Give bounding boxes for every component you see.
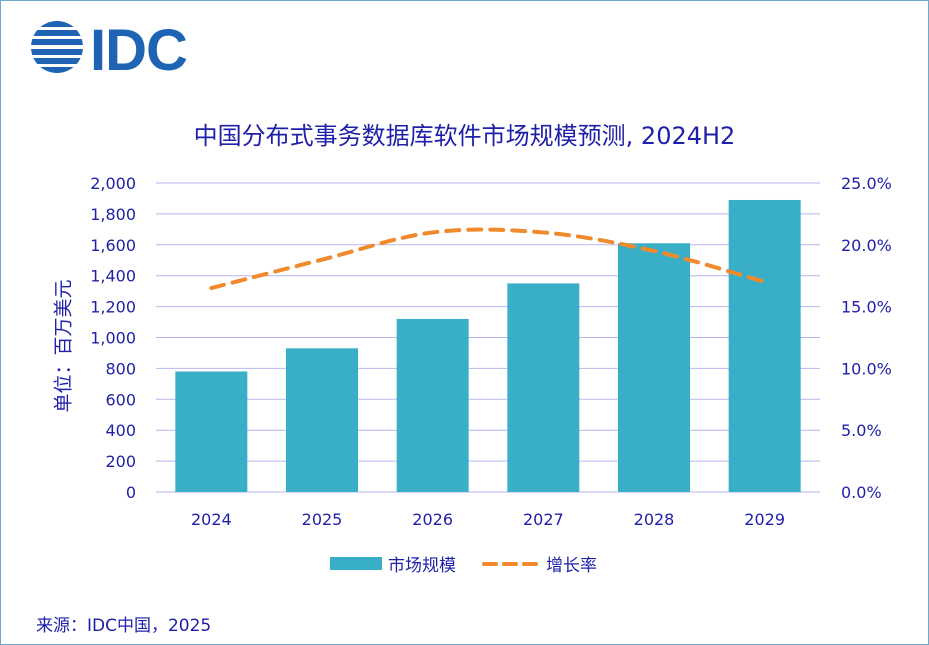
logo-text: IDC [90, 18, 187, 76]
globe-icon [31, 21, 83, 73]
x-tick-label: 2029 [744, 510, 785, 529]
chart-title: 中国分布式事务数据库软件市场规模预测, 2024H2 [193, 122, 736, 150]
bar-2029 [728, 199, 801, 492]
legend-swatch-market-size [330, 557, 382, 570]
y2-tick-label: 25.0% [841, 174, 892, 193]
y2-tick-label: 15.0% [841, 298, 892, 317]
bar-2026 [396, 318, 469, 492]
legend-swatch-growth-rate [482, 561, 538, 566]
y-tick-label: 1,600 [90, 236, 136, 255]
legend: 市场规模 增长率 [330, 551, 597, 576]
legend-label-market-size: 市场规模 [388, 556, 456, 576]
legend-label-growth-rate: 增长率 [546, 556, 597, 576]
x-tick-label: 2024 [191, 510, 232, 529]
x-tick-label: 2026 [412, 510, 453, 529]
y2-tick-label: 10.0% [841, 359, 892, 378]
y-tick-label: 600 [105, 390, 136, 409]
y-tick-label: 1,800 [90, 205, 136, 224]
y-tick-label: 800 [105, 359, 136, 378]
x-tick-label: 2028 [634, 510, 675, 529]
y-tick-label: 200 [105, 452, 136, 471]
y2-tick-label: 5.0% [841, 421, 882, 440]
source-note: 来源：IDC中国，2025 [36, 616, 212, 636]
y-tick-label: 1,400 [90, 267, 136, 286]
y2-tick-label: 20.0% [841, 236, 892, 255]
y-tick-label: 1,000 [90, 329, 136, 348]
growth-rate-line [209, 227, 767, 291]
idc-logo: IDC [30, 18, 205, 83]
x-tick-label: 2027 [523, 510, 564, 529]
y-tick-label: 0 [126, 483, 136, 502]
bar-2027 [507, 283, 580, 492]
bar-2024 [175, 371, 248, 492]
y-tick-label: 1,200 [90, 298, 136, 317]
bar-2028 [618, 243, 690, 492]
x-tick-label: 2025 [302, 510, 343, 529]
y-tick-label: 400 [105, 421, 136, 440]
y-tick-label: 2,000 [90, 174, 136, 193]
bar-2025 [286, 348, 358, 492]
y2-tick-label: 0.0% [841, 483, 882, 502]
